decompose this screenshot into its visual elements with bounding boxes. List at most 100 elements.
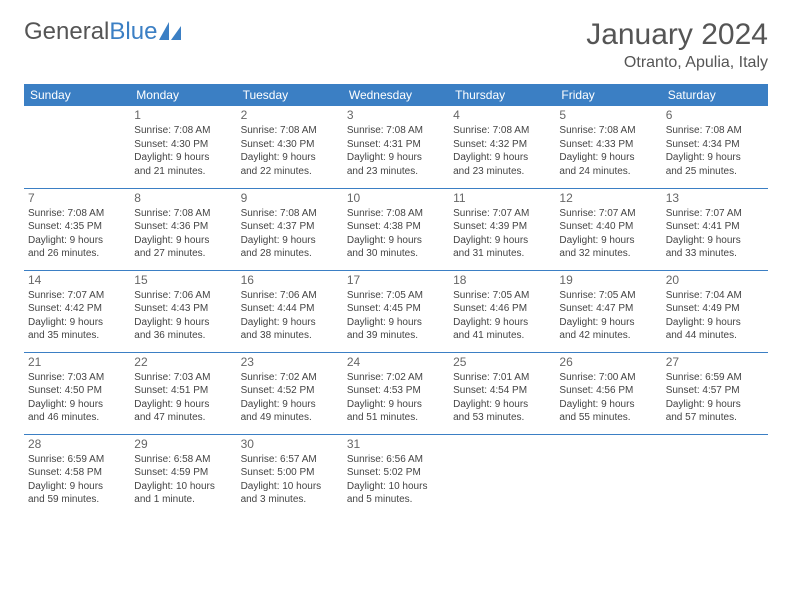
cell-line: Daylight: 9 hours (134, 316, 232, 330)
calendar-cell: 12Sunrise: 7:07 AMSunset: 4:40 PMDayligh… (555, 188, 661, 270)
cell-line: Sunrise: 7:00 AM (559, 371, 657, 385)
calendar-cell (662, 434, 768, 516)
calendar-cell: 14Sunrise: 7:07 AMSunset: 4:42 PMDayligh… (24, 270, 130, 352)
day-number: 10 (347, 191, 445, 205)
cell-line: and 53 minutes. (453, 411, 551, 425)
day-number: 3 (347, 108, 445, 122)
calendar-cell: 22Sunrise: 7:03 AMSunset: 4:51 PMDayligh… (130, 352, 236, 434)
cell-line: Daylight: 9 hours (28, 234, 126, 248)
cell-line: Sunset: 4:31 PM (347, 138, 445, 152)
day-number: 2 (241, 108, 339, 122)
day-header: Sunday (24, 84, 130, 106)
cell-line: Sunset: 4:39 PM (453, 220, 551, 234)
cell-line: Sunrise: 7:03 AM (134, 371, 232, 385)
calendar-week: 14Sunrise: 7:07 AMSunset: 4:42 PMDayligh… (24, 270, 768, 352)
calendar-week: 7Sunrise: 7:08 AMSunset: 4:35 PMDaylight… (24, 188, 768, 270)
cell-line: and 28 minutes. (241, 247, 339, 261)
day-number: 24 (347, 355, 445, 369)
cell-line: and 49 minutes. (241, 411, 339, 425)
cell-line: and 23 minutes. (347, 165, 445, 179)
cell-line: Daylight: 9 hours (453, 151, 551, 165)
day-number: 8 (134, 191, 232, 205)
cell-line: Sunset: 4:59 PM (134, 466, 232, 480)
calendar-cell (449, 434, 555, 516)
calendar-cell: 18Sunrise: 7:05 AMSunset: 4:46 PMDayligh… (449, 270, 555, 352)
day-number: 25 (453, 355, 551, 369)
cell-line: Sunset: 4:46 PM (453, 302, 551, 316)
cell-line: Sunrise: 7:06 AM (134, 289, 232, 303)
cell-line: Sunrise: 7:08 AM (134, 207, 232, 221)
cell-line: and 59 minutes. (28, 493, 126, 507)
calendar-cell: 24Sunrise: 7:02 AMSunset: 4:53 PMDayligh… (343, 352, 449, 434)
month-title: January 2024 (586, 18, 768, 52)
day-number: 14 (28, 273, 126, 287)
cell-line: Sunset: 4:30 PM (241, 138, 339, 152)
calendar-cell: 5Sunrise: 7:08 AMSunset: 4:33 PMDaylight… (555, 106, 661, 188)
cell-line: Daylight: 9 hours (28, 316, 126, 330)
cell-line: Sunrise: 7:05 AM (453, 289, 551, 303)
cell-line: and 47 minutes. (134, 411, 232, 425)
cell-line: and 21 minutes. (134, 165, 232, 179)
cell-line: Sunrise: 7:08 AM (666, 124, 764, 138)
calendar-cell: 1Sunrise: 7:08 AMSunset: 4:30 PMDaylight… (130, 106, 236, 188)
cell-line: and 32 minutes. (559, 247, 657, 261)
cell-line: Sunset: 4:33 PM (559, 138, 657, 152)
cell-line: Sunrise: 6:59 AM (28, 453, 126, 467)
cell-line: Daylight: 9 hours (559, 398, 657, 412)
calendar-week: 1Sunrise: 7:08 AMSunset: 4:30 PMDaylight… (24, 106, 768, 188)
calendar-cell: 2Sunrise: 7:08 AMSunset: 4:30 PMDaylight… (237, 106, 343, 188)
cell-line: Sunrise: 7:02 AM (241, 371, 339, 385)
cell-line: Daylight: 9 hours (347, 398, 445, 412)
cell-line: Sunrise: 7:08 AM (347, 124, 445, 138)
calendar-cell: 21Sunrise: 7:03 AMSunset: 4:50 PMDayligh… (24, 352, 130, 434)
cell-line: Sunrise: 7:06 AM (241, 289, 339, 303)
header: GeneralBlue January 2024 Otranto, Apulia… (24, 18, 768, 72)
day-header: Thursday (449, 84, 555, 106)
cell-line: Sunrise: 7:04 AM (666, 289, 764, 303)
day-number: 4 (453, 108, 551, 122)
calendar-cell: 17Sunrise: 7:05 AMSunset: 4:45 PMDayligh… (343, 270, 449, 352)
cell-line: and 57 minutes. (666, 411, 764, 425)
cell-line: and 38 minutes. (241, 329, 339, 343)
cell-line: Sunset: 4:50 PM (28, 384, 126, 398)
cell-line: Sunset: 4:41 PM (666, 220, 764, 234)
logo: GeneralBlue (24, 18, 185, 46)
cell-line: Sunset: 4:54 PM (453, 384, 551, 398)
calendar-cell: 6Sunrise: 7:08 AMSunset: 4:34 PMDaylight… (662, 106, 768, 188)
cell-line: and 42 minutes. (559, 329, 657, 343)
day-number: 13 (666, 191, 764, 205)
cell-line: Sunrise: 7:08 AM (241, 124, 339, 138)
cell-line: and 46 minutes. (28, 411, 126, 425)
cell-line: Daylight: 9 hours (453, 398, 551, 412)
cell-line: and 3 minutes. (241, 493, 339, 507)
calendar-head: SundayMondayTuesdayWednesdayThursdayFrid… (24, 84, 768, 106)
cell-line: Sunrise: 7:08 AM (241, 207, 339, 221)
cell-line: Sunset: 4:36 PM (134, 220, 232, 234)
cell-line: Daylight: 9 hours (666, 234, 764, 248)
cell-line: and 30 minutes. (347, 247, 445, 261)
calendar-cell: 11Sunrise: 7:07 AMSunset: 4:39 PMDayligh… (449, 188, 555, 270)
calendar-cell: 28Sunrise: 6:59 AMSunset: 4:58 PMDayligh… (24, 434, 130, 516)
calendar-cell: 4Sunrise: 7:08 AMSunset: 4:32 PMDaylight… (449, 106, 555, 188)
cell-line: Sunrise: 6:57 AM (241, 453, 339, 467)
cell-line: and 35 minutes. (28, 329, 126, 343)
cell-line: Daylight: 9 hours (134, 151, 232, 165)
calendar-body: 1Sunrise: 7:08 AMSunset: 4:30 PMDaylight… (24, 106, 768, 516)
day-number: 11 (453, 191, 551, 205)
cell-line: Daylight: 9 hours (453, 316, 551, 330)
cell-line: and 24 minutes. (559, 165, 657, 179)
cell-line: Daylight: 9 hours (28, 398, 126, 412)
day-number: 22 (134, 355, 232, 369)
cell-line: Daylight: 9 hours (28, 480, 126, 494)
cell-line: Daylight: 9 hours (241, 234, 339, 248)
cell-line: Sunset: 4:56 PM (559, 384, 657, 398)
cell-line: Sunset: 4:32 PM (453, 138, 551, 152)
calendar-cell: 30Sunrise: 6:57 AMSunset: 5:00 PMDayligh… (237, 434, 343, 516)
cell-line: Sunrise: 7:08 AM (134, 124, 232, 138)
location: Otranto, Apulia, Italy (586, 54, 768, 72)
cell-line: Sunset: 4:45 PM (347, 302, 445, 316)
day-number: 9 (241, 191, 339, 205)
day-number: 12 (559, 191, 657, 205)
day-number: 27 (666, 355, 764, 369)
cell-line: Sunset: 4:58 PM (28, 466, 126, 480)
